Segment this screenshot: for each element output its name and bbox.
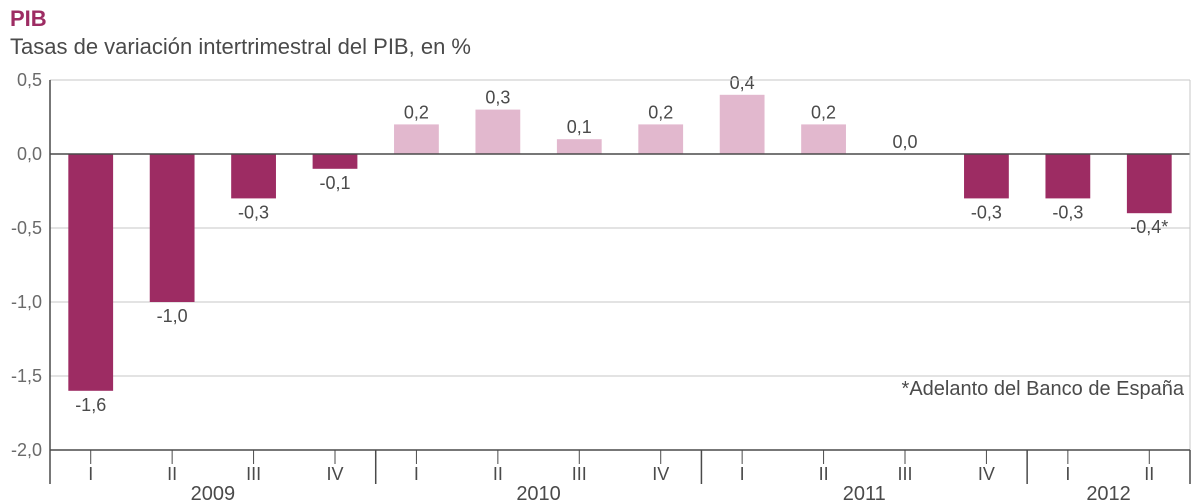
bar	[1127, 154, 1172, 213]
quarter-label: II	[819, 464, 829, 484]
value-label: 0,4	[730, 73, 755, 93]
bar	[475, 110, 520, 154]
value-label: -1,0	[157, 306, 188, 326]
value-label: -0,3	[1052, 202, 1083, 222]
bar	[1045, 154, 1090, 198]
quarter-label: I	[88, 464, 93, 484]
value-label: -0,4*	[1130, 217, 1168, 237]
bar	[638, 124, 683, 154]
quarter-label: IV	[326, 464, 343, 484]
quarter-label: IV	[978, 464, 995, 484]
chart-footnote: *Adelanto del Banco de España	[902, 378, 1185, 400]
value-label: 0,2	[648, 102, 673, 122]
y-tick-label: -1,5	[11, 366, 42, 386]
year-label: 2012	[1086, 483, 1131, 504]
quarter-label: III	[246, 464, 261, 484]
quarter-label: IV	[652, 464, 669, 484]
quarter-label: II	[167, 464, 177, 484]
value-label: -0,3	[971, 202, 1002, 222]
bar	[801, 124, 846, 154]
quarter-label: I	[1065, 464, 1070, 484]
y-tick-label: -1,0	[11, 292, 42, 312]
value-label: 0,3	[485, 88, 510, 108]
bar	[394, 124, 439, 154]
value-label: 0,1	[567, 117, 592, 137]
y-tick-label: 0,5	[17, 70, 42, 90]
y-tick-label: -0,5	[11, 218, 42, 238]
bar	[964, 154, 1009, 198]
value-label: -0,3	[238, 202, 269, 222]
bar	[720, 95, 765, 154]
bar	[231, 154, 276, 198]
quarter-label: II	[1144, 464, 1154, 484]
year-label: 2010	[516, 483, 561, 504]
bar	[313, 154, 358, 169]
value-label: 0,2	[404, 102, 429, 122]
quarter-label: III	[572, 464, 587, 484]
bar	[68, 154, 113, 391]
chart-svg: 0,50,0-0,5-1,0-1,5-2,0-1,6I-1,0II-0,3III…	[0, 0, 1200, 504]
y-tick-label: -2,0	[11, 440, 42, 460]
quarter-label: II	[493, 464, 503, 484]
year-label: 2009	[191, 483, 236, 504]
value-label: -0,1	[319, 173, 350, 193]
bar	[150, 154, 195, 302]
value-label: -1,6	[75, 395, 106, 415]
quarter-label: III	[897, 464, 912, 484]
bar	[557, 139, 602, 154]
year-label: 2011	[843, 483, 886, 504]
quarter-label: I	[740, 464, 745, 484]
value-label: 0,2	[811, 102, 836, 122]
quarter-label: I	[414, 464, 419, 484]
y-tick-label: 0,0	[17, 144, 42, 164]
value-label: 0,0	[892, 132, 917, 152]
